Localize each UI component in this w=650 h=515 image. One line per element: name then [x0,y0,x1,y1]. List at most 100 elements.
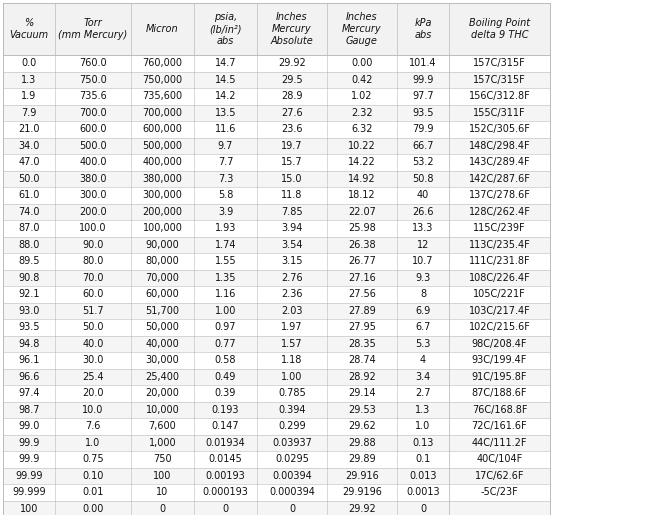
Text: 99.9: 99.9 [18,438,40,448]
Text: 25.4: 25.4 [82,372,104,382]
Text: 0.97: 0.97 [214,322,236,332]
Text: 30.0: 30.0 [83,355,104,365]
Bar [3,352,550,369]
Text: 80,000: 80,000 [146,256,179,266]
Text: 50.0: 50.0 [18,174,40,184]
Text: 13.3: 13.3 [412,223,434,233]
Text: 3.15: 3.15 [281,256,303,266]
Text: 400,000: 400,000 [142,157,183,167]
Text: 156C/312.8F: 156C/312.8F [469,91,530,101]
Text: 380,000: 380,000 [142,174,183,184]
Text: 25.98: 25.98 [348,223,376,233]
Text: 17C/62.6F: 17C/62.6F [474,471,525,480]
Text: 0.0295: 0.0295 [275,454,309,464]
Text: 0.147: 0.147 [212,421,239,431]
Text: 0: 0 [420,504,426,514]
Text: 155C/311F: 155C/311F [473,108,526,118]
Text: 1.0: 1.0 [415,421,430,431]
Text: 115C/239F: 115C/239F [473,223,526,233]
Text: 96.6: 96.6 [18,372,40,382]
Text: 0.193: 0.193 [212,405,239,415]
Text: 15.7: 15.7 [281,157,303,167]
Text: 735.6: 735.6 [79,91,107,101]
Text: 0.1: 0.1 [415,454,430,464]
Text: 26.6: 26.6 [412,207,434,217]
Bar [3,220,550,236]
Bar [3,253,550,269]
Text: 0.0145: 0.0145 [209,454,242,464]
Text: 70,000: 70,000 [146,273,179,283]
Text: 100,000: 100,000 [142,223,183,233]
Text: 10.7: 10.7 [412,256,434,266]
Text: 23.6: 23.6 [281,124,303,134]
Text: 6.7: 6.7 [415,322,431,332]
Text: 760.0: 760.0 [79,58,107,68]
Text: 5.3: 5.3 [415,339,431,349]
Text: 0.0013: 0.0013 [406,487,440,497]
Text: 97.7: 97.7 [412,91,434,101]
Bar [3,385,550,402]
Bar [3,369,550,385]
Text: 29.5: 29.5 [281,75,303,85]
Text: 1.0: 1.0 [85,438,101,448]
Text: 19.7: 19.7 [281,141,303,151]
Text: 7.9: 7.9 [21,108,36,118]
Text: 11.6: 11.6 [214,124,236,134]
Text: 148C/298.4F: 148C/298.4F [469,141,530,151]
Text: 96.1: 96.1 [18,355,40,365]
Text: 29.62: 29.62 [348,421,376,431]
Text: 27.56: 27.56 [348,289,376,299]
Text: 8: 8 [420,289,426,299]
Bar [3,121,550,138]
Text: 27.89: 27.89 [348,306,376,316]
Text: 50.0: 50.0 [83,322,104,332]
Text: 87C/188.6F: 87C/188.6F [472,388,527,398]
Text: 7,600: 7,600 [149,421,176,431]
Text: 10.22: 10.22 [348,141,376,151]
Text: 1.35: 1.35 [214,273,236,283]
Text: 29.14: 29.14 [348,388,376,398]
Text: 26.38: 26.38 [348,240,376,250]
Text: 111C/231.8F: 111C/231.8F [469,256,530,266]
Text: 100.0: 100.0 [79,223,107,233]
Text: 380.0: 380.0 [79,174,107,184]
Text: 34.0: 34.0 [18,141,40,151]
Text: Inches
Mercury
Gauge: Inches Mercury Gauge [342,12,382,46]
Text: 0.299: 0.299 [278,421,306,431]
Text: 600.0: 600.0 [79,124,107,134]
Text: 14.2: 14.2 [214,91,236,101]
Text: 300.0: 300.0 [79,190,107,200]
Text: 137C/278.6F: 137C/278.6F [469,190,530,200]
Text: 98.7: 98.7 [18,405,40,415]
Text: 98C/208.4F: 98C/208.4F [472,339,527,349]
Text: 1.00: 1.00 [281,372,303,382]
Text: 200,000: 200,000 [142,207,183,217]
Text: 128C/262.4F: 128C/262.4F [469,207,530,217]
Text: 29.92: 29.92 [278,58,306,68]
Bar [3,451,550,468]
Bar [3,302,550,319]
Text: 12: 12 [417,240,429,250]
Text: 88.0: 88.0 [18,240,40,250]
Text: 300,000: 300,000 [142,190,183,200]
Text: 2.76: 2.76 [281,273,303,283]
Text: 99.0: 99.0 [18,421,40,431]
Text: 51.7: 51.7 [82,306,104,316]
Text: 700.0: 700.0 [79,108,107,118]
Text: 60.0: 60.0 [83,289,104,299]
Bar [3,402,550,418]
Text: 0.00394: 0.00394 [272,471,312,480]
Text: 91C/195.8F: 91C/195.8F [472,372,527,382]
Text: 1.55: 1.55 [214,256,237,266]
Text: 1.3: 1.3 [21,75,36,85]
Text: 14.22: 14.22 [348,157,376,167]
Bar [3,286,550,302]
Text: 20.0: 20.0 [83,388,104,398]
Text: 44C/111.2F: 44C/111.2F [472,438,527,448]
Text: 0.39: 0.39 [214,388,236,398]
Bar [3,88,550,105]
Text: 700,000: 700,000 [142,108,183,118]
Text: 1.74: 1.74 [214,240,236,250]
Text: 1.00: 1.00 [214,306,236,316]
Text: 92.1: 92.1 [18,289,40,299]
